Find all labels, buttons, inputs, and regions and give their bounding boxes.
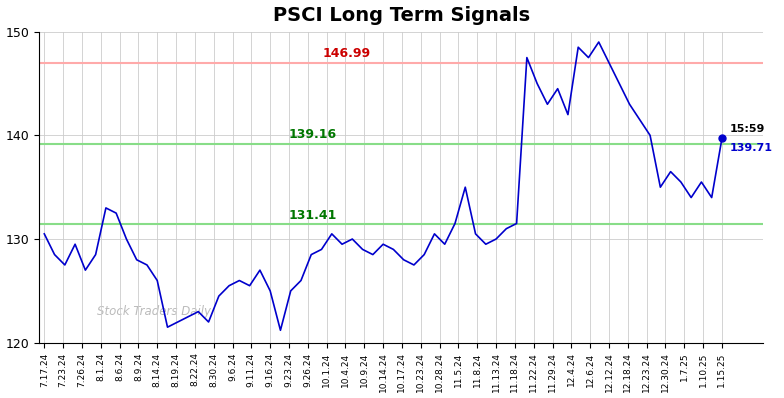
Text: 139.71: 139.71	[730, 143, 773, 153]
Text: 146.99: 146.99	[323, 47, 371, 60]
Text: 131.41: 131.41	[289, 209, 337, 222]
Text: 139.16: 139.16	[289, 129, 336, 141]
Title: PSCI Long Term Signals: PSCI Long Term Signals	[273, 6, 530, 25]
Text: 15:59: 15:59	[730, 124, 765, 134]
Text: Stock Traders Daily: Stock Traders Daily	[97, 305, 211, 318]
